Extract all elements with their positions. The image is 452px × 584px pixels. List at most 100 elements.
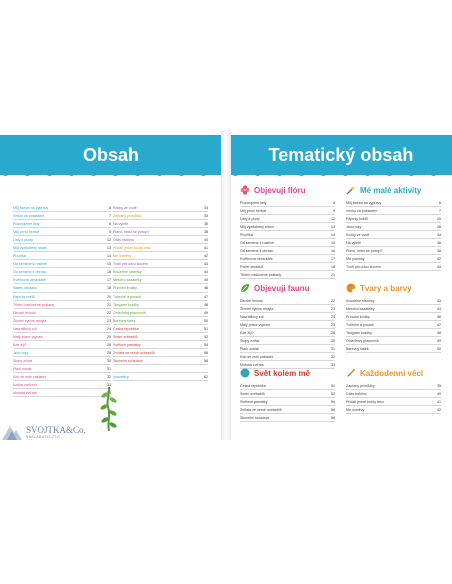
publisher-mark-icon (2, 426, 22, 440)
thematic-banner: Tematický obsah (230, 135, 452, 176)
toc-row: Můj vyzdobený strom 13 (13, 244, 111, 253)
toc-row: Sluneční soustava 58 (113, 357, 208, 365)
toc-row: Měsíční kazatelky 45 (113, 276, 208, 285)
toc-entry-title: Můj vyzdobený strom (240, 225, 274, 230)
toc-entry-title: Malý pokor výpraví (13, 334, 44, 339)
toc-entry-title: Tvřeché a pozadí (346, 323, 374, 328)
toc-page-number: 40 (437, 392, 441, 397)
toc-page-number: 25 (107, 334, 111, 339)
toc-page-number: 49 (437, 339, 441, 344)
toc-row: Květinová obrázkáře 17 (240, 255, 335, 264)
toc-entry-title: Venku za pokladem (13, 214, 45, 219)
toc-page-number: 38 (437, 249, 441, 254)
toc-page-number: 33 (107, 383, 111, 388)
toc-row: Ptačí zobák 31 (13, 365, 111, 373)
toc-page-number: 51 (331, 384, 335, 388)
toc-row: Ohleďnivý pracovník 49 (113, 309, 208, 317)
brush-icon (346, 368, 360, 378)
toc-row: Mé úsměvy 42 (113, 252, 208, 261)
toc-row: Od semene k rostlině 15 (240, 239, 335, 248)
toc-page-number: 9 (333, 209, 335, 214)
section-list: Kouzelné stromky 43 Měsíční kazatelky 44 Pří… (346, 297, 441, 354)
toc-entry-title: Stopy zvířat (13, 358, 32, 363)
toc-page-number: 30 (331, 339, 335, 344)
toc-entry-title: Pivoňka (240, 233, 253, 238)
toc-row: Jsou ruky 28 (13, 349, 111, 357)
toc-entry-title: Tvoří přírodou slovem (346, 265, 381, 270)
toc-page-number: 41 (204, 246, 208, 251)
toc-page-number: 46 (437, 315, 441, 320)
toc-entry-title: Navrátilovy zdí (240, 315, 264, 320)
toc-row: Mé pokroky 42 (346, 255, 441, 264)
toc-entry-title: Kočky ve vodě (346, 233, 370, 238)
toc-entry-title: Ohleďnivý pracovník (113, 310, 146, 315)
toc-page-number: 13 (107, 246, 111, 251)
toc-row: Plavu, nebo se potopí? 38 (113, 228, 208, 237)
toc-page-number: 49 (204, 310, 208, 315)
toc-entry-title: Kouzelné stromky (113, 270, 142, 275)
toc-entry-title: Sedm světadílů (113, 334, 138, 339)
toc-row: Stopy zvířat 30 (240, 337, 335, 346)
toc-row: Barevný šálek 50 (113, 317, 208, 325)
toc-page-number: 48 (204, 302, 208, 307)
toc-row: Vysvětlivy 62 (113, 373, 208, 382)
toc-page-number: 7 (439, 209, 441, 214)
toc-row: Díláv bublinu 40 (346, 390, 441, 399)
toc-row: Zvířata ze všech světadílů 56 (113, 349, 208, 357)
toc-row: Pivoňka 14 (13, 252, 111, 261)
toc-page-number: 44 (204, 270, 208, 275)
toc-row: Zapraný provůdky 35 (113, 212, 208, 221)
toc-row: Pozorujeme listy 8 (13, 220, 111, 229)
toc-page-number: 15 (107, 262, 111, 267)
toc-page-number: 14 (331, 233, 335, 238)
toc-entry-title: Světové památky (113, 342, 141, 347)
toc-entry-title: Navrátilovy zdí (13, 326, 37, 331)
toc-row: Světové památky 54 (113, 341, 208, 349)
toc-entry-title: Listy a plody (13, 238, 33, 243)
toc-entry-title: Mé pokroky (346, 257, 365, 262)
toc-entry-title: Světové památky (240, 400, 268, 405)
toc-page-number: 6 (109, 206, 111, 210)
toc-page-number: 58 (204, 358, 208, 363)
toc-row: Mé úsměvy 42 (346, 406, 441, 415)
contents-banner: Obsah (0, 135, 222, 176)
toc-entry-title: Venku za pokladem (346, 209, 378, 214)
toc-entry-title: Květinová obrázkáře (240, 257, 273, 262)
toc-entry-title: Od semene k obrazu (240, 249, 274, 254)
seaweed-illustration (100, 386, 117, 431)
section-title: Objevuji faunu (254, 283, 310, 293)
toc-page-number: 32 (107, 374, 111, 379)
toc-entry-title: Zvířata ze všech světadílů (240, 408, 282, 413)
toc-row: Životní cyklus motýla 23 (240, 305, 335, 314)
toc-page-number: 31 (107, 366, 111, 371)
toc-row: Přírodní knížky 46 (346, 313, 441, 322)
toc-row: Životní cyklus motýla 23 (13, 317, 111, 325)
toc-row: Kde žijí? 26 (13, 341, 111, 349)
toc-entry-title: Třídím naškolené poklady (240, 273, 282, 278)
contents-column-a: Můj banán na výpravy 6 Venku za pokladem 7 P… (13, 204, 111, 398)
publisher-logo: SVOJTKA&Co. NAKLADATELSTVÍ (2, 425, 90, 441)
toc-page-number: 52 (204, 334, 208, 339)
toc-page-number: 46 (204, 286, 208, 291)
section-title: Každodenní věci (360, 368, 424, 378)
toc-row: Světové památky 54 (240, 398, 335, 407)
toc-entry-title: Kdo se zobí zakladní (240, 355, 274, 360)
toc-entry-title: Zapraný provůdky (113, 214, 142, 219)
toc-row: Listy a plody 12 (13, 236, 111, 245)
toc-entry-title: Listy a plody (240, 217, 260, 222)
toc-entry-title: Můj banán na výpravy (346, 201, 382, 205)
toc-page-number: 12 (107, 238, 111, 243)
palette-icon (346, 283, 360, 293)
toc-row: Malý pokor výpraví 25 (13, 333, 111, 341)
toc-page-number: 33 (331, 363, 335, 368)
toc-row: Počet obrázků 18 (240, 263, 335, 272)
toc-entry-title: Česká republika (240, 384, 266, 388)
toc-row: Malý pokor výpraví 25 (240, 321, 335, 330)
toc-entry-title: Životní cyklus motýla (240, 307, 274, 312)
toc-row: Můj vyzdobený strom 13 (240, 223, 335, 232)
toc-entry-title: Od semene k rostlině (13, 262, 47, 267)
toc-page-number: 18 (107, 286, 111, 291)
toc-page-number: 25 (331, 323, 335, 328)
toc-entry-title: Plavu, nebo se potopí? (113, 230, 150, 235)
wave-border (0, 171, 222, 176)
